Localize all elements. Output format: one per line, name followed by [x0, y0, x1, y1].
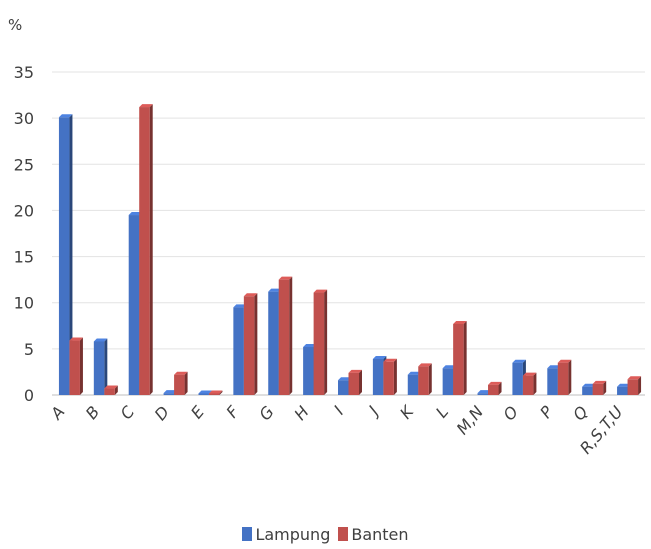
x-category-label: P: [536, 402, 557, 422]
bar-banten-l: [453, 320, 467, 395]
bar-banten-rstu: [627, 376, 642, 395]
bar-banten-d: [174, 371, 188, 395]
legend: Lampung Banten: [0, 525, 651, 544]
bar-lampung-a: [58, 114, 73, 395]
y-tick-label: 20: [14, 201, 34, 220]
legend-label: Lampung: [255, 525, 331, 544]
x-category-label: Q: [569, 402, 592, 424]
x-category-label: A: [46, 402, 68, 423]
legend-swatch: [242, 527, 253, 541]
x-category-label: G: [255, 402, 278, 424]
x-category-label: C: [117, 402, 139, 423]
x-category-label: I: [330, 402, 348, 418]
x-axis-categories: A B C D E F G H I J K L M,N O P QR,S,T,U: [46, 401, 627, 457]
bar-banten-q: [592, 380, 607, 395]
bar-banten-a: [69, 337, 83, 395]
x-category-label: J: [363, 402, 383, 420]
x-category-label: D: [151, 402, 173, 424]
y-tick-label: 25: [14, 155, 34, 174]
x-category-label: L: [432, 402, 452, 421]
legend-swatch: [338, 527, 349, 541]
y-axis-ticks: 0 5 10 15 20 25 30 35: [14, 63, 34, 405]
legend-label: Banten: [351, 525, 409, 544]
legend-item-lampung: Lampung: [242, 525, 330, 544]
bar-banten-g: [278, 276, 293, 395]
y-tick-label: 15: [14, 248, 34, 267]
legend-item-banten: Banten: [338, 525, 409, 544]
bar-banten-f: [243, 293, 258, 395]
bar-lampung-b: [93, 338, 108, 395]
y-axis-unit-label: %: [8, 16, 22, 34]
bar-banten-o: [522, 372, 537, 395]
bar-banten-k: [418, 363, 432, 395]
bars: [58, 104, 642, 395]
x-category-label: B: [82, 402, 104, 423]
x-category-label: E: [187, 402, 209, 423]
bar-banten-mn: [488, 381, 502, 395]
y-tick-label: 30: [14, 109, 34, 128]
bar-banten-i: [348, 369, 362, 395]
x-category-label: O: [499, 402, 522, 424]
y-tick-label: 10: [14, 294, 34, 313]
y-tick-label: 5: [24, 340, 34, 359]
y-tick-label: 35: [14, 63, 34, 82]
bar-banten-j: [383, 358, 397, 395]
x-category-label: H: [290, 402, 312, 423]
x-category-label: F: [222, 402, 243, 422]
y-tick-label: 0: [24, 386, 34, 405]
bar-banten-b: [104, 385, 118, 395]
bar-banten-h: [313, 289, 328, 395]
x-category-label: K: [396, 401, 418, 422]
x-category-label: M,N: [453, 402, 487, 438]
bar-banten-p: [557, 359, 572, 395]
bar-banten-e: [208, 390, 223, 395]
bar-banten-c: [139, 104, 153, 395]
